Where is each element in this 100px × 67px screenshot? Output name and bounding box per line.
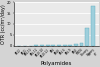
Y-axis label: OTR (cc/m²/day): OTR (cc/m²/day) <box>1 4 6 44</box>
Bar <box>80 43 83 46</box>
Bar <box>34 45 38 46</box>
Bar <box>91 6 95 46</box>
Bar <box>57 45 61 46</box>
Bar <box>68 45 72 46</box>
Bar <box>74 44 78 46</box>
X-axis label: Polyamides: Polyamides <box>40 61 72 66</box>
Bar <box>29 45 33 46</box>
Bar <box>85 28 89 46</box>
Bar <box>46 45 50 46</box>
Bar <box>51 45 55 46</box>
Bar <box>63 45 66 46</box>
Bar <box>40 45 44 46</box>
